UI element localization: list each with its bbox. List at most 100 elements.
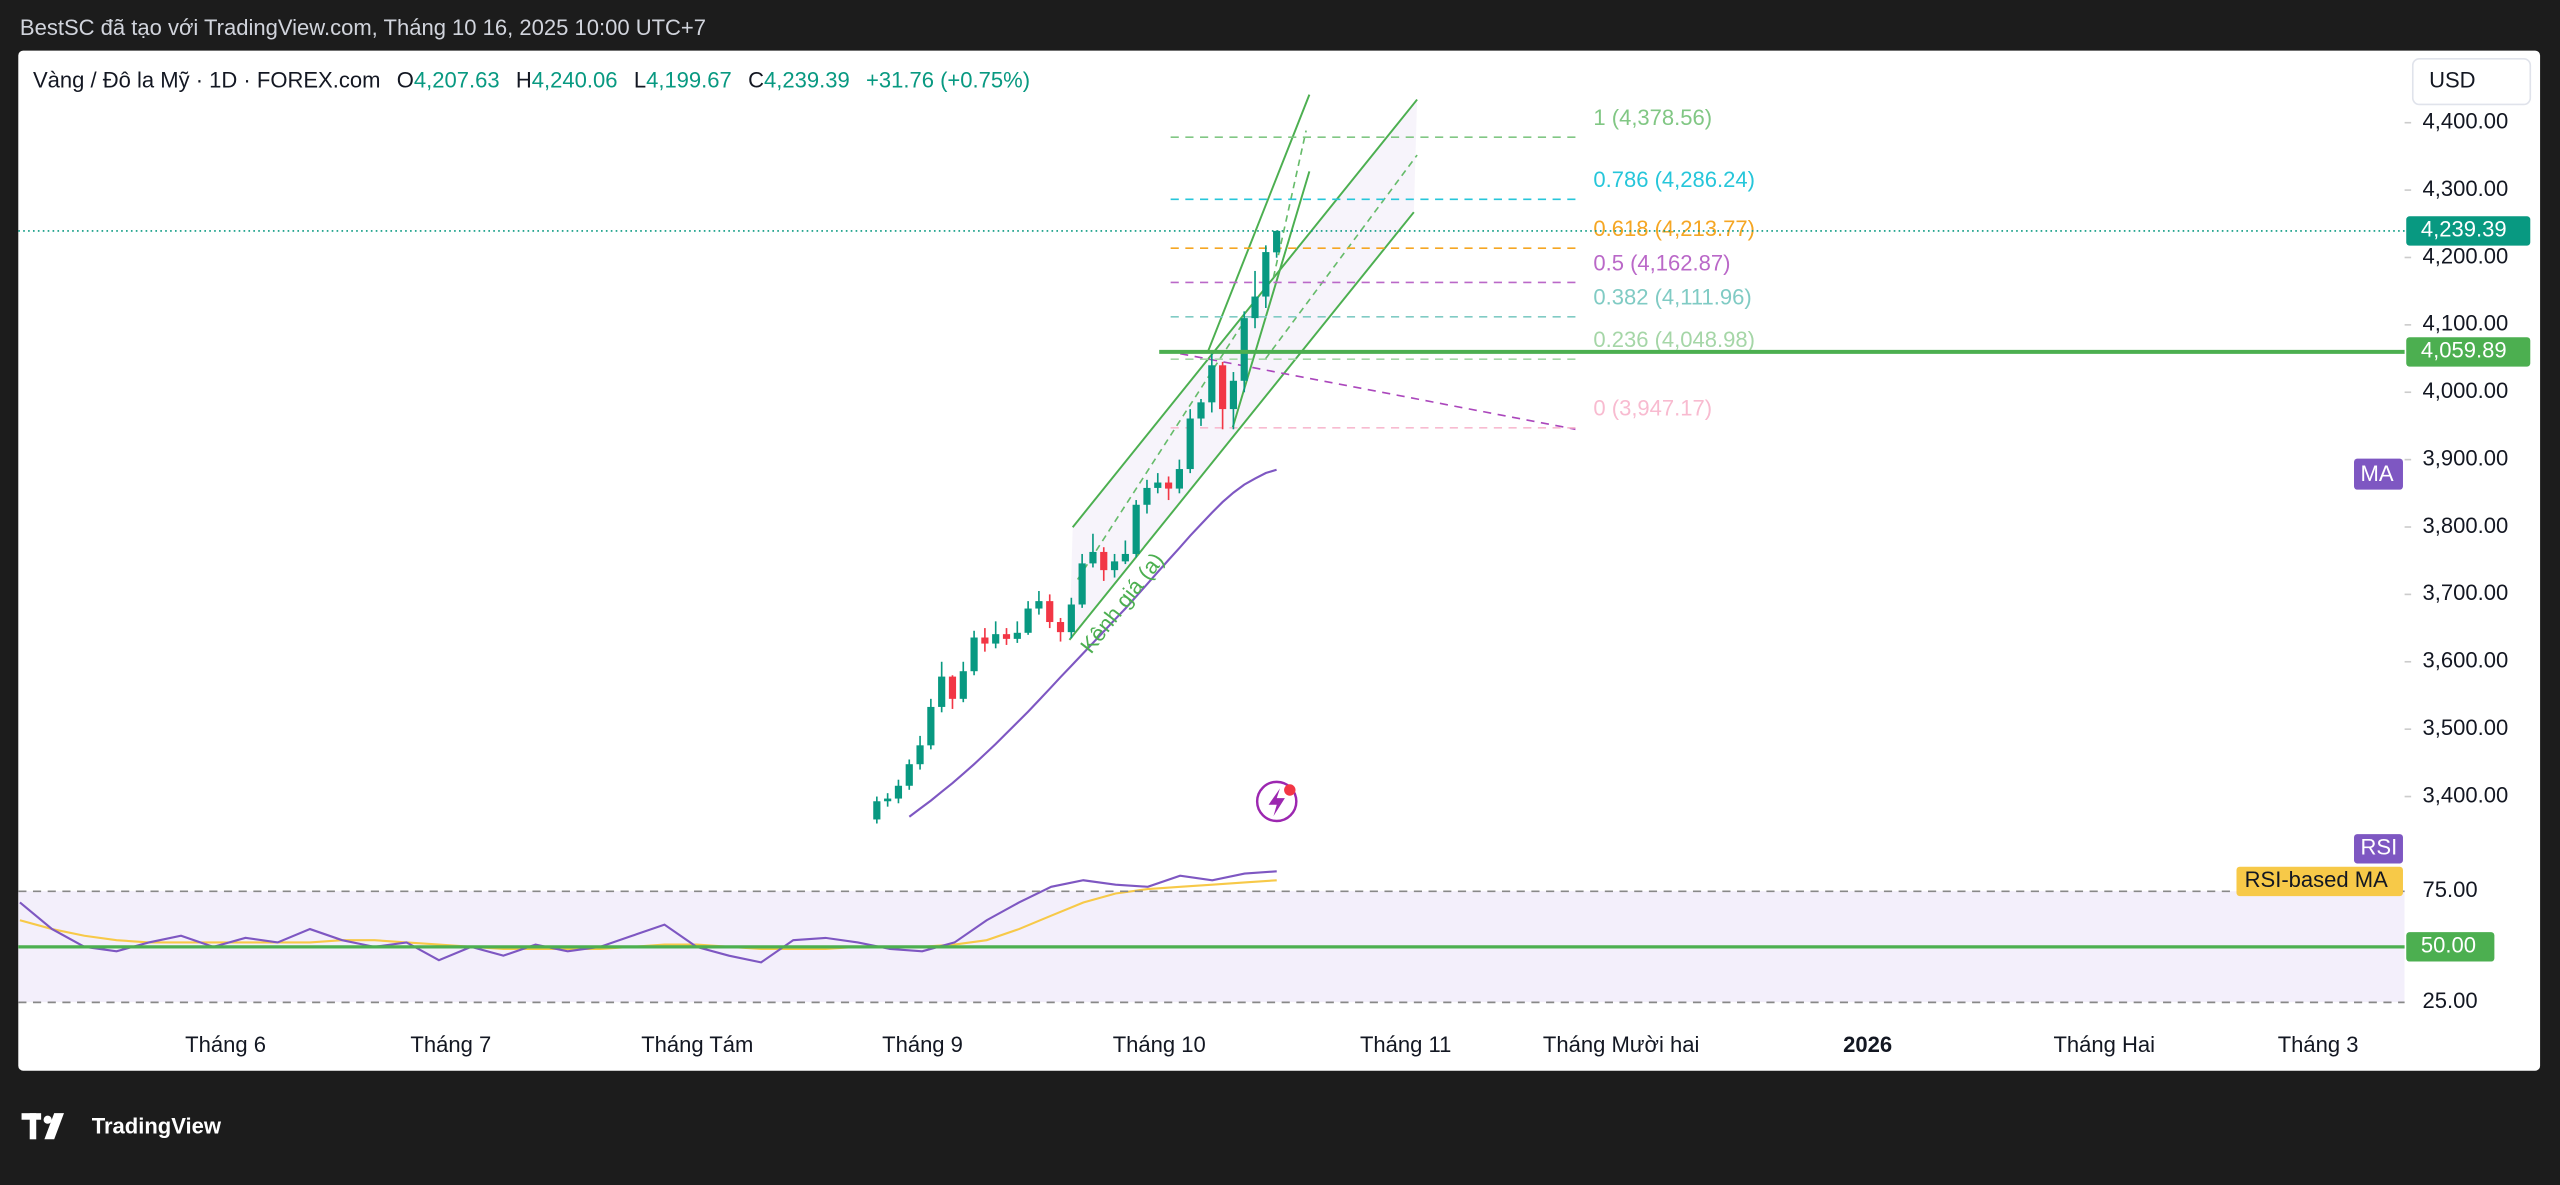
quote-key: C xyxy=(748,67,764,92)
y-tick-label: 50.00 xyxy=(2421,933,2476,958)
y-tick-label: 4,400.00 xyxy=(2423,109,2509,134)
currency: USD xyxy=(2429,67,2475,92)
quote-value: 4,207.63 xyxy=(414,67,500,92)
y-tick-label: 3,500.00 xyxy=(2423,715,2509,740)
candle-body xyxy=(1121,553,1129,562)
candle-body xyxy=(1056,622,1065,633)
candle-body xyxy=(1208,365,1216,403)
candle-body xyxy=(1046,601,1054,623)
candle-body xyxy=(1067,604,1075,633)
candle-body xyxy=(1013,632,1021,639)
candle-body xyxy=(970,637,978,672)
fib-label: 0.236 (4,048.98) xyxy=(1593,327,1755,352)
rsi-name: RSI xyxy=(2361,835,2398,860)
y-tick-label: 3,800.00 xyxy=(2423,513,2509,538)
candle-body xyxy=(884,798,892,802)
chart-panel xyxy=(18,50,2541,1071)
candle-body xyxy=(1154,482,1162,488)
candle-body xyxy=(905,764,913,786)
candle-body xyxy=(1240,318,1248,381)
quote-key: L xyxy=(634,67,646,92)
y-tick-label: 4,300.00 xyxy=(2423,176,2509,201)
candle-body xyxy=(938,676,946,707)
fib-label: 1 (4,378.56) xyxy=(1593,105,1712,130)
logo-icon xyxy=(21,1113,64,1140)
quote-line: Vàng / Đô la Mỹ · 1D · FOREX.com O4,207.6… xyxy=(33,67,1030,92)
candle-body xyxy=(959,671,967,699)
channel-dash xyxy=(1264,154,1418,360)
candle-body xyxy=(1229,380,1238,410)
rsi-line xyxy=(19,870,1277,964)
y-tick-label: 3,400.00 xyxy=(2423,782,2509,807)
y-tick-label: 3,600.00 xyxy=(2423,648,2509,673)
x-tick-label: Tháng 11 xyxy=(1360,1032,1451,1057)
last-price-badge xyxy=(2406,216,2531,246)
topbar-text: BestSC đã tạo với TradingView.com, Tháng… xyxy=(20,15,706,40)
alert-bolt xyxy=(1268,788,1285,817)
fib-label: 0.786 (4,286.24) xyxy=(1593,167,1755,192)
candle-body xyxy=(1024,608,1032,633)
channel-line xyxy=(1068,211,1415,641)
candle-body xyxy=(1251,296,1259,319)
quote-value: 4,240.06 xyxy=(532,67,618,92)
candle-body xyxy=(1035,601,1043,609)
x-tick-label: Tháng 6 xyxy=(185,1032,266,1057)
candle-body xyxy=(1002,634,1011,639)
candle-body xyxy=(1110,561,1119,571)
symbol: Vàng / Đô la Mỹ · 1D · FOREX.com xyxy=(33,67,380,92)
candle-body xyxy=(1143,487,1151,505)
fib-label: 0.5 (4,162.87) xyxy=(1593,250,1730,275)
rsi-ma-badge xyxy=(2236,866,2403,897)
channel-dash xyxy=(1272,130,1307,278)
channel-line xyxy=(1231,171,1311,428)
rsi-ma-name: RSI-based MA xyxy=(2245,867,2388,892)
footer-logo: TradingView xyxy=(92,1114,222,1139)
candle-body xyxy=(1132,504,1140,554)
y-tick-label: 4,100.00 xyxy=(2423,311,2509,336)
candle-body xyxy=(1273,230,1281,253)
x-tick-label: Tháng Tám xyxy=(641,1032,753,1057)
y-tick-label: 4,000.00 xyxy=(2423,378,2509,403)
x-tick-label: Tháng 10 xyxy=(1113,1032,1206,1057)
candle-body xyxy=(981,637,989,644)
candle-body xyxy=(1262,252,1270,297)
x-tick-label: Tháng 3 xyxy=(2278,1032,2359,1057)
candle-body xyxy=(916,745,924,765)
y-tick-label: 25.00 xyxy=(2423,988,2478,1013)
y-tick-label: 3,900.00 xyxy=(2423,445,2509,470)
candle-body xyxy=(873,801,881,820)
candle-body xyxy=(927,706,935,746)
candle-body xyxy=(1078,563,1086,605)
candle-body xyxy=(992,634,1000,644)
alert-dot xyxy=(1284,784,1296,796)
quote-change: +31.76 (+0.75%) xyxy=(866,67,1030,92)
candle-body xyxy=(1219,365,1227,410)
last-price-label: 4,239.39 xyxy=(2421,217,2507,242)
rsi-badge xyxy=(2354,834,2403,864)
candle-body xyxy=(1164,482,1173,489)
x-tick-label: Tháng 9 xyxy=(882,1032,963,1057)
trend-dash xyxy=(1165,350,1576,431)
fib-label: 0.618 (4,213.77) xyxy=(1593,216,1755,241)
quote-value: 4,239.39 xyxy=(764,67,850,92)
quote-value: 4,199.67 xyxy=(646,67,732,92)
x-tick-label: Tháng 7 xyxy=(410,1032,491,1057)
y-tick-label: 3,700.00 xyxy=(2423,580,2509,605)
y-tick-label: 4,200.00 xyxy=(2423,243,2509,268)
quote-key: H xyxy=(516,67,532,92)
candle-body xyxy=(1089,551,1097,564)
level-label: 4,059.89 xyxy=(2421,338,2507,363)
candle-body xyxy=(1175,469,1183,489)
x-tick-label: Tháng Hai xyxy=(2053,1032,2155,1057)
candle-body xyxy=(1186,418,1194,470)
price-pane xyxy=(873,94,1576,824)
candle-body xyxy=(948,676,957,699)
ma-line xyxy=(908,468,1277,818)
currency-button[interactable] xyxy=(2411,57,2532,106)
x-tick-label: 2026 xyxy=(1843,1032,1892,1057)
ma-label: MA xyxy=(2361,461,2394,486)
quote-key: O xyxy=(397,67,414,92)
channel-dash xyxy=(1076,326,1242,580)
